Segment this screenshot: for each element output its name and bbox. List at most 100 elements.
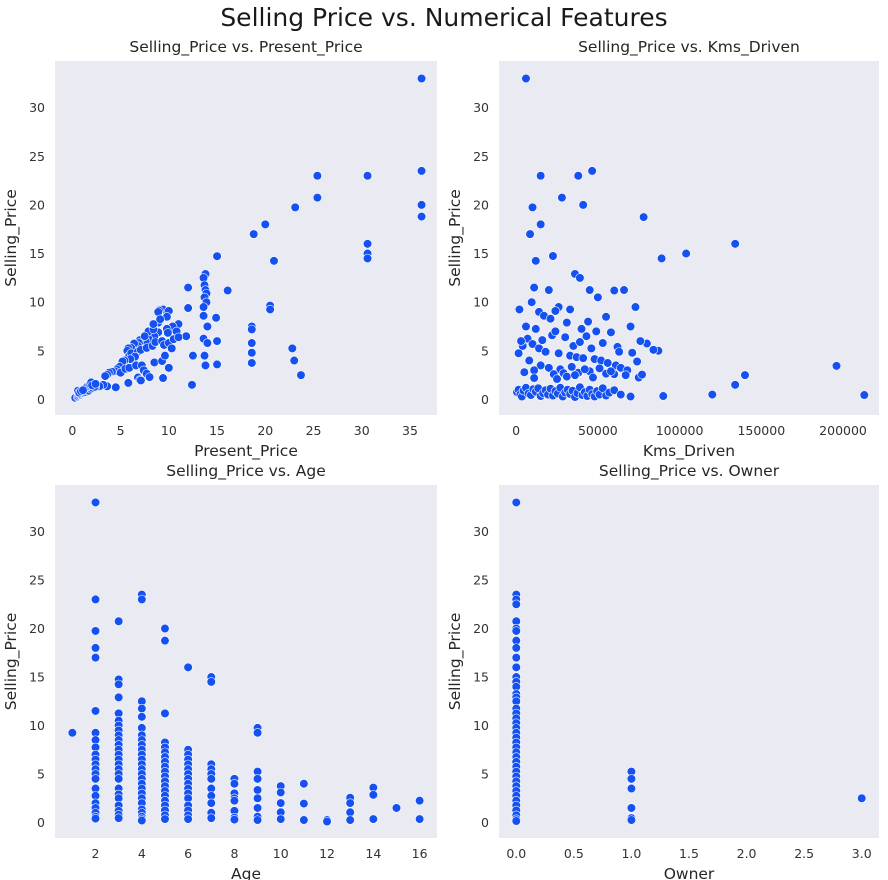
- data-point: [630, 302, 641, 312]
- data-point: [160, 636, 170, 646]
- data-point: [562, 371, 572, 382]
- data-point: [511, 662, 521, 672]
- data-point: [601, 312, 611, 322]
- plot-area: [55, 485, 437, 838]
- y-tick-label: 25: [29, 573, 45, 588]
- y-tick-label: 10: [29, 718, 45, 733]
- data-point: [114, 774, 124, 784]
- data-point: [362, 171, 373, 181]
- x-axis-label: Kms_Driven: [643, 442, 735, 461]
- x-tick-label: 2: [92, 846, 100, 861]
- data-point: [565, 304, 575, 315]
- data-point: [519, 367, 529, 377]
- data-point: [362, 253, 373, 264]
- data-point: [187, 380, 197, 390]
- data-point: [164, 363, 174, 373]
- data-point: [136, 375, 146, 386]
- data-point: [155, 314, 165, 324]
- data-point: [521, 73, 531, 84]
- subplot-title: Selling_Price vs. Kms_Driven: [578, 38, 800, 57]
- data-point: [657, 253, 667, 264]
- data-point: [554, 348, 564, 358]
- scatter-points: [511, 497, 867, 826]
- y-tick-label: 5: [481, 343, 489, 358]
- data-point: [527, 339, 538, 349]
- data-point: [299, 779, 309, 789]
- data-point: [276, 814, 286, 824]
- data-point: [531, 256, 541, 266]
- data-point: [540, 347, 551, 357]
- x-tick-label: 0.0: [506, 846, 526, 861]
- y-tick-label: 15: [473, 670, 489, 685]
- data-point: [252, 785, 263, 795]
- data-point: [531, 324, 541, 334]
- x-tick-label: 4: [138, 846, 146, 861]
- data-point: [312, 193, 322, 203]
- data-point: [511, 497, 521, 508]
- y-tick-label: 30: [473, 100, 489, 115]
- plot-area: [55, 61, 437, 415]
- data-point: [276, 798, 286, 808]
- data-point: [391, 803, 402, 813]
- data-point: [416, 200, 427, 210]
- x-tick-label: 8: [230, 846, 238, 861]
- data-point: [249, 229, 259, 239]
- data-point: [544, 363, 554, 373]
- x-tick-label: 12: [319, 846, 335, 861]
- plot-area: [499, 485, 879, 838]
- data-point: [181, 331, 191, 341]
- data-point: [114, 679, 124, 689]
- subplot-4: Selling_Price vs. Owner 0.0 0.5 1.0 1.5 2.0 2.…: [446, 462, 879, 880]
- data-point: [90, 653, 101, 663]
- x-tick-label: 16: [412, 846, 428, 861]
- data-point: [212, 359, 222, 370]
- data-point: [368, 790, 378, 800]
- data-point: [247, 348, 257, 358]
- data-point: [536, 219, 546, 229]
- data-point: [625, 391, 636, 402]
- y-tick-label: 30: [473, 524, 489, 539]
- data-point: [603, 358, 613, 368]
- x-tick-label: 1.5: [679, 846, 699, 861]
- data-point: [90, 497, 101, 508]
- data-point: [594, 363, 605, 373]
- data-point: [90, 626, 101, 636]
- data-point: [625, 321, 636, 332]
- x-tick-label: 0: [68, 423, 76, 438]
- data-point: [247, 338, 257, 348]
- data-point: [552, 374, 562, 384]
- x-axis-label: Age: [231, 865, 261, 880]
- x-tick-label: 10: [273, 846, 289, 861]
- x-tick-label: 150000: [737, 423, 785, 438]
- data-point: [229, 779, 240, 789]
- data-point: [200, 360, 211, 371]
- subplot-2: Selling_Price vs. Kms_Driven 0 50000 100000…: [446, 38, 879, 461]
- data-point: [368, 814, 378, 824]
- y-tick-label: 0: [481, 815, 489, 830]
- data-point: [206, 798, 216, 808]
- data-point: [206, 774, 216, 784]
- data-point: [614, 347, 624, 357]
- data-point: [167, 343, 177, 353]
- data-point: [252, 774, 263, 784]
- data-point: [252, 803, 263, 813]
- data-point: [859, 390, 869, 400]
- data-point: [627, 348, 637, 358]
- data-point: [575, 337, 585, 347]
- data-point: [90, 774, 101, 784]
- data-point: [593, 292, 603, 302]
- y-tick-label: 25: [29, 149, 45, 164]
- data-point: [616, 389, 626, 400]
- data-point: [550, 326, 560, 336]
- y-tick-label: 20: [29, 197, 45, 212]
- y-tick-label: 5: [37, 766, 45, 781]
- subplot-title: Selling_Price vs. Owner: [599, 462, 780, 481]
- y-tick-label: 20: [473, 197, 489, 212]
- y-tick-label: 10: [29, 295, 45, 310]
- data-point: [550, 306, 560, 316]
- data-point: [527, 202, 538, 212]
- data-point: [570, 370, 580, 380]
- data-point: [527, 297, 537, 307]
- data-point: [148, 319, 158, 329]
